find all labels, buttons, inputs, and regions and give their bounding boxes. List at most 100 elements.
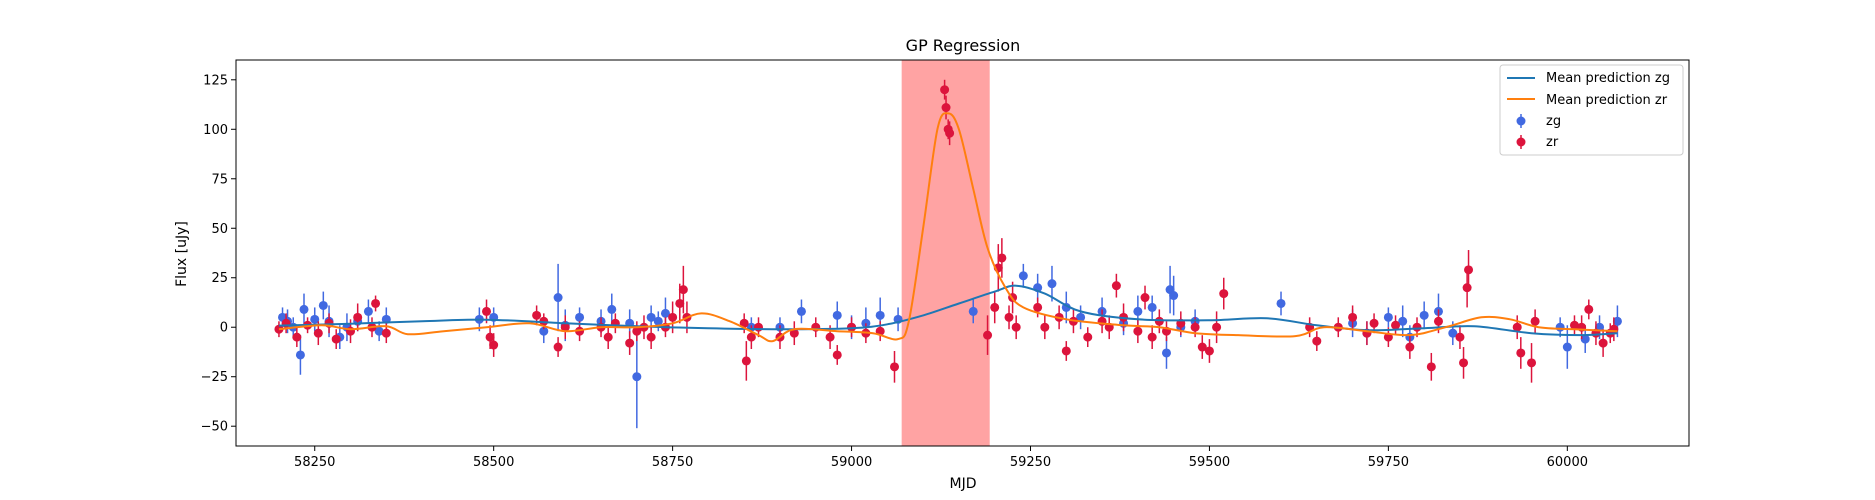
zg-point [299,293,309,326]
legend: Mean prediction zg Mean prediction zr zg… [1499,64,1684,156]
zr-marker [1569,320,1579,330]
zg-marker [299,304,309,314]
zr-marker [890,362,900,372]
zg-marker [1076,312,1086,322]
plot-frame [235,59,1690,447]
zg-marker [632,372,642,382]
zg-marker [1147,302,1157,312]
zr-marker [1204,346,1214,356]
zr-marker [1312,336,1322,346]
zr-marker [789,328,799,338]
zr-point [1161,321,1171,342]
zr-marker [646,332,656,342]
zr-marker [1348,312,1358,322]
zr-point [1011,315,1021,340]
legend-box [1499,64,1684,156]
zr-point [1584,299,1594,320]
zg-marker [646,312,656,322]
zr-marker [1083,332,1093,342]
zr-marker [1433,316,1443,326]
zr-marker [313,328,323,338]
zg-marker [363,306,373,316]
zg-marker [875,310,885,320]
zr-marker [940,85,950,95]
zr-point [292,327,302,348]
x-tick-label: 58500 [473,455,514,470]
zr-marker [1004,312,1014,322]
zr-point [553,337,563,357]
zr-marker [381,328,391,338]
zr-marker [1412,322,1422,332]
zr-point [832,345,842,365]
zr-point [1004,305,1014,330]
zg-point [1562,325,1572,369]
zg-marker [1133,306,1143,316]
legend-label-mean-zr: Mean prediction zr [1546,93,1668,108]
zr-point [560,315,570,340]
zr-marker [1147,332,1157,342]
y-tick-label: 75 [211,172,228,187]
zr-point [940,79,950,100]
zr-marker [990,302,1000,312]
zg-point [1276,291,1286,316]
zg-marker [1612,316,1622,326]
zg-point [893,307,903,332]
zg-marker [607,304,617,314]
zg-point [1169,275,1179,316]
zg-marker [1161,348,1171,358]
x-tick-label: 58250 [294,455,335,470]
zr-point [983,315,993,355]
zr-marker [983,330,993,340]
zr-point [603,325,613,350]
zr-marker [1405,342,1415,352]
zr-marker [741,356,751,366]
zr-marker [1527,358,1537,368]
zr-point [371,295,381,312]
zr-marker [1219,289,1229,299]
zr-point [1426,352,1436,381]
zr-marker [997,253,1007,263]
y-tick-label: −25 [201,370,228,385]
highlight-band-layer [901,60,990,446]
legend-label-mean-zg: Mean prediction zg [1546,71,1670,86]
legend-label-zg: zg [1546,114,1561,129]
zr-marker [532,310,542,320]
zg-marker [374,326,384,336]
zr-point [997,238,1007,278]
zg-marker [1580,334,1590,344]
y-tick-label: 50 [211,222,228,237]
x-tick-label: 59500 [1189,455,1230,470]
zg-point [1161,337,1171,369]
zr-marker [1133,326,1143,336]
zr-marker [1459,358,1469,368]
zg-marker [660,308,670,318]
zg-point [295,335,305,375]
zr-marker [1212,322,1222,332]
zr-marker [553,342,563,352]
zr-marker [489,340,499,350]
zr-point [1111,273,1121,298]
zr-point [1512,315,1522,340]
zr-marker [832,350,842,360]
x-axis-label: MJD [950,476,977,492]
zr-point [646,325,656,350]
y-axis-ticks: −50 −25 0 25 50 75 100 125 [201,73,236,435]
zr-marker [1011,322,1021,332]
zr-point [1459,347,1469,379]
zg-point [1398,305,1408,338]
zr-point [1033,297,1043,318]
zr-marker [603,332,613,342]
zr-point [1527,343,1537,383]
legend-swatch-zr-marker [1516,137,1526,147]
zr-marker [1584,304,1594,314]
zg-marker [1276,298,1286,308]
y-tick-label: 25 [211,271,228,286]
y-tick-label: 100 [203,123,228,138]
zr-point [990,291,1000,324]
zr-marker [1530,316,1540,326]
zr-marker [353,312,363,322]
zg-point [374,321,384,342]
zr-marker [825,332,835,342]
zr-marker [1464,265,1474,275]
